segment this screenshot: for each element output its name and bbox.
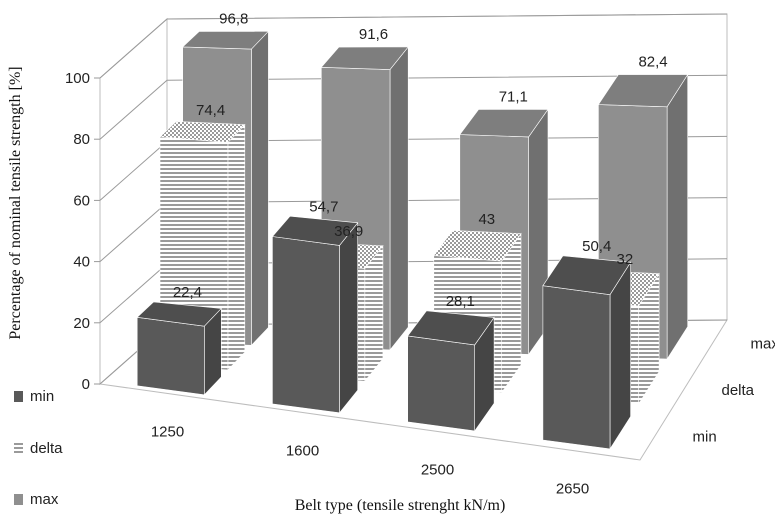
y-tick-label: 40 [73,254,90,271]
y-tick-label: 100 [65,70,90,87]
series-axis-labels: min delta max [693,335,775,445]
bar-top [597,74,689,108]
y-axis-title: Percentage of nominal tensile strength [… [7,66,24,339]
data-label: 50,4 [582,238,611,255]
data-label: 36,9 [334,223,363,240]
bar-top [136,301,222,327]
data-label: 22,4 [173,284,202,301]
legend-swatch-delta [14,443,23,454]
bar-side [666,73,689,361]
x-tick-label: 2500 [421,462,454,479]
x-tick-label: 1250 [151,424,184,441]
x-tick-label: 2650 [556,481,589,498]
bar-top [159,121,246,143]
gridline [99,13,728,79]
bars [136,30,689,450]
x-tick-labels: 1250 1600 2500 2650 [151,424,589,498]
gridline [99,74,728,140]
data-labels: 96,8 91,6 71,1 82,4 74,4 36,9 43 32 22,4 54,7 28,1… [173,10,668,310]
data-label: 74,4 [196,102,225,119]
bar-top [433,230,522,262]
bar-min-1600 [271,215,359,414]
y-tick-label: 20 [73,315,90,332]
legend-swatch-max [14,494,23,505]
bar-min-2650 [542,255,632,450]
data-label: 28,1 [446,293,475,310]
x-tick-label: 1600 [286,443,319,460]
bar-front [272,236,340,414]
data-label: 91,6 [359,26,388,43]
data-label: 32 [617,251,634,268]
bar-side [339,221,359,414]
bar-top [320,46,409,70]
legend-item-delta: delta [14,440,63,457]
bar-top [271,215,359,246]
data-label: 96,8 [219,10,248,27]
legend-item-min: min [14,388,54,405]
legend-item-max: max [14,491,58,508]
legend-label-delta: delta [30,440,63,457]
data-label: 43 [478,211,495,228]
bar-top [407,310,495,346]
y-tick-label: 80 [73,131,90,148]
bar-min-1250 [136,301,222,396]
legend-label-max: max [30,491,59,508]
data-label: 82,4 [638,54,667,71]
bar-front [542,285,611,450]
x-axis-title: Belt type (tensile strenght kN/m) [295,497,506,514]
y-tick-label: 0 [82,376,90,393]
bar-top [459,108,549,138]
data-label: 71,1 [499,88,528,105]
series-axis-label: max [751,335,775,352]
legend-label-min: min [30,388,55,405]
y-tick-labels: 0 20 40 60 80 100 [65,70,90,393]
bar-side [227,123,246,371]
bar-side [389,46,409,351]
bar-top [181,30,270,50]
bar-front [407,335,476,432]
series-axis-label: delta [722,382,755,399]
series-axis-label: min [693,429,717,446]
bar-min-2500 [407,310,495,432]
data-label: 54,7 [309,198,338,215]
legend-swatch-min [14,391,23,402]
y-tick-label: 60 [73,192,90,209]
bar-side [364,244,384,383]
bar-side [251,30,269,347]
bar-front [136,316,205,396]
bar-top [542,255,632,296]
